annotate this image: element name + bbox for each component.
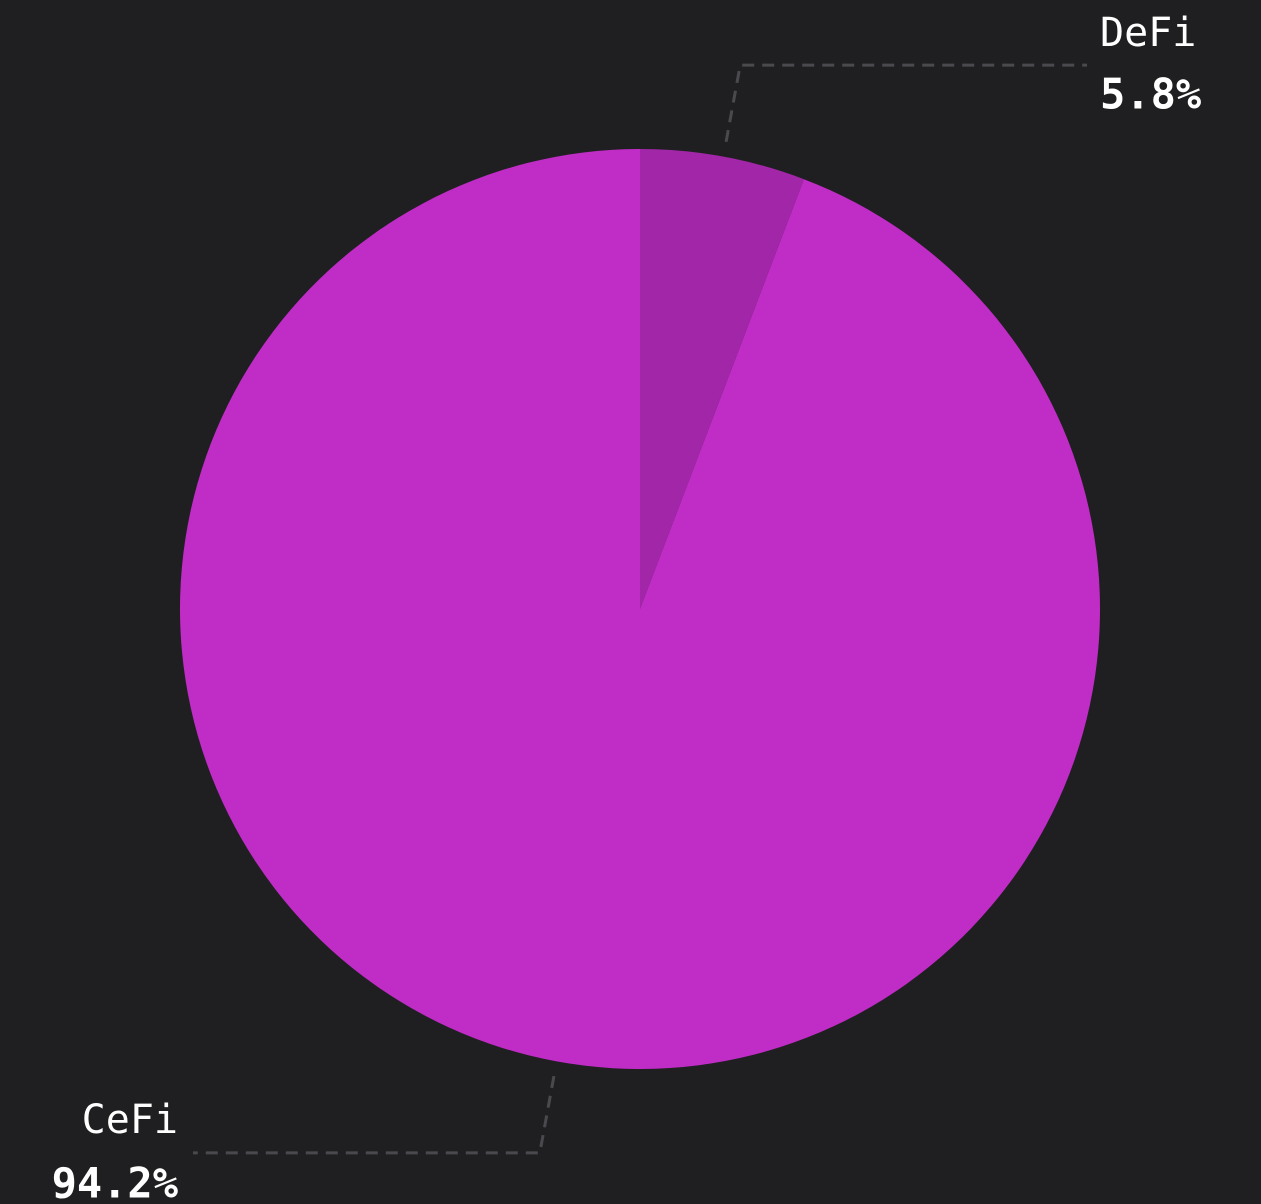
pie-slice bbox=[179, 149, 1100, 1069]
leader-line bbox=[193, 1075, 556, 1155]
slice-value-label: 5.8% bbox=[1100, 70, 1201, 119]
pie-slice bbox=[640, 149, 804, 609]
slice-label: DeFi bbox=[1100, 10, 1196, 56]
slice-label: CeFi bbox=[82, 1097, 178, 1143]
leader-line bbox=[724, 63, 1087, 143]
slice-value-label: 94.2% bbox=[52, 1158, 178, 1204]
